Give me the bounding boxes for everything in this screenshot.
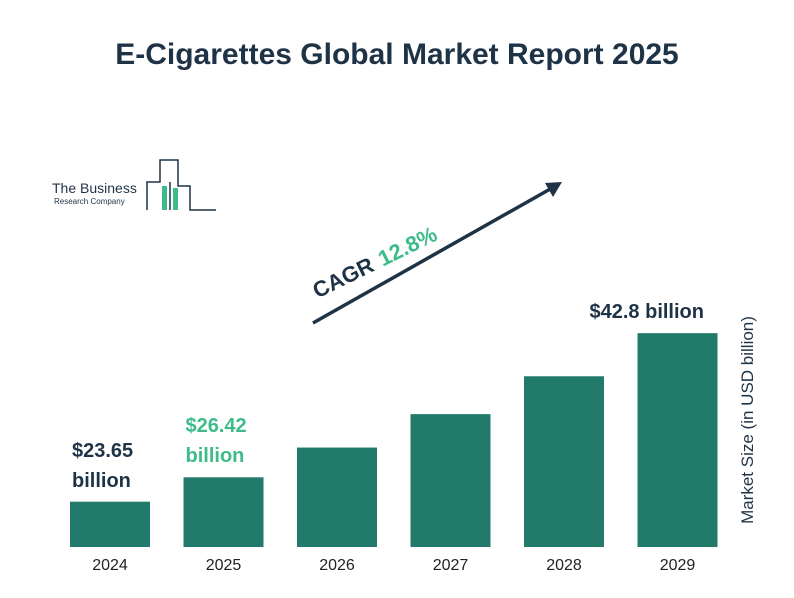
bar-2029 [637,333,718,547]
x-tick-label-2026: 2026 [319,557,355,574]
bar-2028 [524,376,604,547]
data-label-2029: $42.8 billion [590,297,704,327]
x-tick-label-2028: 2028 [546,557,582,574]
data-label-line: $23.65 [72,439,134,462]
data-label-2025: $26.42 billion [186,411,247,471]
data-label-line: $42.8 billion [589,301,704,324]
x-tick-label-2024: 2024 [92,557,128,574]
bars-group [70,333,718,547]
bar-2026 [297,447,377,547]
bar-2025 [183,477,264,547]
data-label-2024: $23.65 billion [72,436,133,496]
y-axis-label-text: Market Size (in USD billion) [738,316,757,524]
chart-title: E-Cigarettes Global Market Report 2025 [115,38,679,71]
data-label-line: $26.42 [185,415,247,438]
company-logo: The Business Research Company [52,158,222,214]
cagr-arrow [312,182,562,325]
bar-2024 [70,501,150,547]
logo-buildings-icon [146,159,216,211]
data-label-line: billion [185,445,245,468]
bar-2027 [410,414,491,547]
logo-text-secondary: Research Company [54,197,125,206]
logo-text-primary: The Business [52,180,137,196]
x-tick-label-2029: 2029 [659,557,696,574]
x-tick-label-2025: 2025 [205,557,242,574]
data-label-line: billion [72,469,131,492]
x-tick-label-2027: 2027 [432,557,469,574]
